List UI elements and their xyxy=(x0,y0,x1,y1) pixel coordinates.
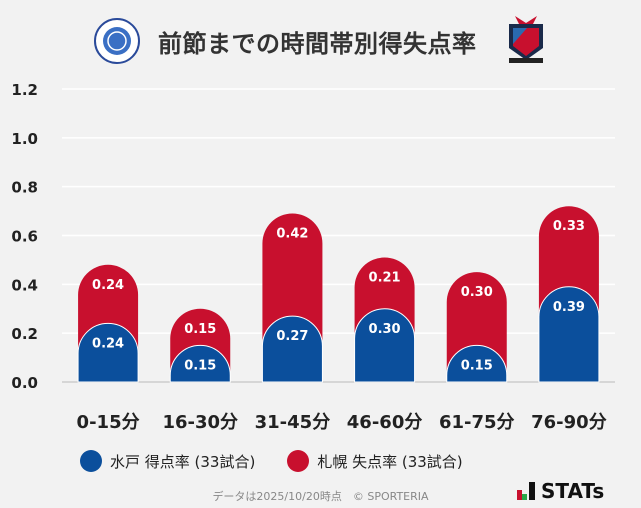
y-tick-label: 0.6 xyxy=(11,228,38,246)
y-tick-label: 1.2 xyxy=(11,81,38,99)
stats-brand: STATs xyxy=(517,479,604,503)
data-label-sapporo: 0.42 xyxy=(276,227,308,242)
x-tick-label: 16-30分 xyxy=(162,412,238,433)
bar-mito xyxy=(169,344,231,383)
legend-item-mito: 水戸 得点率 (33試合) xyxy=(80,450,255,472)
data-label-sapporo: 0.30 xyxy=(461,285,493,300)
legend-label-sapporo: 札幌 失点率 (33試合) xyxy=(317,452,463,471)
x-tick-label: 61-75分 xyxy=(439,412,515,433)
legend: 水戸 得点率 (33試合) 札幌 失点率 (33試合) xyxy=(80,450,463,472)
y-tick-label: 0.0 xyxy=(11,374,38,392)
x-tick-label: 76-90分 xyxy=(531,412,607,433)
mito-hollyhock-logo xyxy=(93,17,141,65)
data-label-mito: 0.39 xyxy=(553,300,585,315)
stats-logo-icon xyxy=(517,482,535,500)
bar-mito xyxy=(354,308,416,383)
data-label-mito: 0.15 xyxy=(461,358,493,373)
y-tick-label: 0.4 xyxy=(11,276,38,294)
data-label-sapporo: 0.33 xyxy=(553,219,585,234)
bar-chart: 0.0 0.2 0.4 0.6 0.8 1.0 1.2 0.24 0.24 0-15分 0.15 0.… xyxy=(11,81,615,433)
page-title: 前節までの時間帯別得失点率 xyxy=(158,30,477,58)
bar-mito xyxy=(77,323,139,383)
legend-item-sapporo: 札幌 失点率 (33試合) xyxy=(287,450,463,472)
legend-swatch-sapporo xyxy=(287,450,310,472)
stats-brand-text: STATs xyxy=(541,479,605,503)
data-label-mito: 0.15 xyxy=(184,358,216,373)
y-tick-label: 0.2 xyxy=(11,325,38,343)
data-label-mito: 0.30 xyxy=(369,322,401,337)
x-tick-label: 31-45分 xyxy=(255,412,331,433)
x-tick-label: 46-60分 xyxy=(347,412,423,433)
data-label-mito: 0.27 xyxy=(276,329,308,344)
consadole-sapporo-logo xyxy=(505,14,547,68)
bar-mito xyxy=(538,286,600,383)
y-tick-label: 0.8 xyxy=(11,179,38,197)
y-tick-label: 1.0 xyxy=(11,130,38,148)
bar-mito xyxy=(446,344,508,383)
x-tick-label: 0-15分 xyxy=(77,412,140,433)
data-label-mito: 0.24 xyxy=(92,336,124,351)
data-label-sapporo: 0.21 xyxy=(369,270,401,285)
legend-swatch-mito xyxy=(80,450,102,472)
data-label-sapporo: 0.24 xyxy=(92,278,124,293)
legend-label-mito: 水戸 得点率 (33試合) xyxy=(110,452,256,471)
data-label-sapporo: 0.15 xyxy=(184,322,216,337)
footer-note: データは2025/10/20時点 © SPORTERIA xyxy=(212,490,429,503)
bar-mito xyxy=(261,315,323,383)
